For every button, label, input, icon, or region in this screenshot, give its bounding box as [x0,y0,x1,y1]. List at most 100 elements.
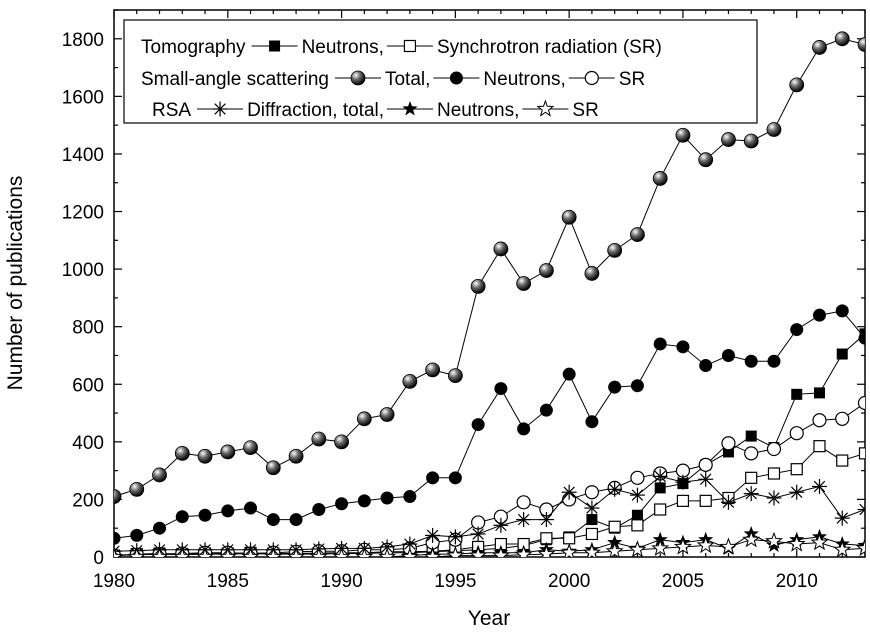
data-point [654,503,667,516]
data-point [787,534,806,552]
data-point [696,536,715,554]
data-point [652,531,668,547]
legend-marker [536,99,555,117]
legend-entry-label: Neutrons, [437,100,519,121]
series-line [114,333,865,557]
data-point [699,359,713,373]
data-point [654,482,666,494]
series-7-star-open [114,530,865,557]
data-point [127,547,146,557]
data-point [607,481,623,497]
data-point [563,532,576,545]
data-point [335,497,349,511]
x-axis-label: Year [468,607,510,630]
y-tick-label: 200 [72,490,104,511]
data-point [767,354,781,368]
y-tick-label: 0 [93,548,104,569]
data-point [676,340,690,354]
data-point [766,490,782,506]
series-2-ball [114,31,865,504]
legend-entry-label: Neutrons, [302,37,384,58]
data-point [698,457,713,472]
data-point [471,418,485,432]
data-point [789,484,805,500]
legend-marker [350,70,366,86]
data-point [243,440,258,456]
data-point [744,446,759,461]
y-tick-label: 400 [72,433,104,454]
data-point [311,431,327,447]
data-point [491,546,510,557]
data-point [198,508,212,522]
data-point [584,485,600,500]
data-point [309,547,328,557]
data-point [266,513,280,527]
data-point [628,540,647,557]
data-point [720,494,736,510]
legend: Tomography Neutrons, Synchrotron radiation… [123,19,758,124]
data-point [469,546,488,557]
data-point [742,530,761,548]
data-point [789,77,805,93]
data-point [652,468,668,484]
data-point [114,489,122,504]
data-point [789,426,804,441]
legend-entry-label: SR [572,100,598,121]
data-point [743,133,759,149]
legend-group-label: Small-angle scattering [141,69,329,90]
data-point [287,547,306,557]
data-point [312,502,326,516]
data-point [721,132,736,147]
y-tick-label: 1800 [62,30,104,51]
x-tick-label: 1985 [207,571,249,592]
data-point [631,519,644,532]
data-point [562,367,576,381]
data-point [630,470,645,485]
y-tick-label: 1600 [62,87,104,108]
plot-frame [113,9,866,558]
y-tick-label: 1200 [62,203,104,224]
legend-box [123,19,758,124]
data-point [357,494,371,508]
data-point [722,446,734,458]
data-point [812,413,827,428]
series-3-circle-filled [114,304,865,545]
data-point [516,276,532,291]
data-point [675,127,691,143]
data-point [585,415,599,429]
data-point [699,494,712,507]
data-point [790,463,803,476]
data-point [811,478,827,494]
legend-entry-label: Diffraction, total, [247,100,384,121]
data-point [586,514,598,526]
data-point [241,547,260,557]
data-point [517,422,531,436]
legend-marker [449,71,463,85]
data-point [812,308,826,322]
data-point [173,547,192,557]
data-point [608,380,622,394]
data-point [653,337,667,351]
data-point [858,447,865,460]
data-point [355,547,374,557]
data-point [857,37,865,52]
data-point [766,441,782,457]
data-point [470,278,486,294]
data-point [379,407,395,422]
data-point [631,509,643,521]
series-line [114,310,865,539]
x-tick-label: 1990 [320,571,362,592]
x-tick-label: 1995 [434,571,476,592]
legend-row: Tomography Neutrons, Synchrotron radiation… [141,37,662,58]
legend-entry-label: Synchrotron radiation (SR) [437,37,662,58]
data-point [834,31,850,47]
data-point [356,411,372,427]
data-point [402,373,418,389]
data-point [561,484,577,500]
data-point [673,537,692,555]
data-point [651,538,670,556]
legend-marker [584,70,599,86]
x-tick-label: 1980 [93,571,135,592]
data-point [857,395,865,411]
data-point [607,242,623,258]
